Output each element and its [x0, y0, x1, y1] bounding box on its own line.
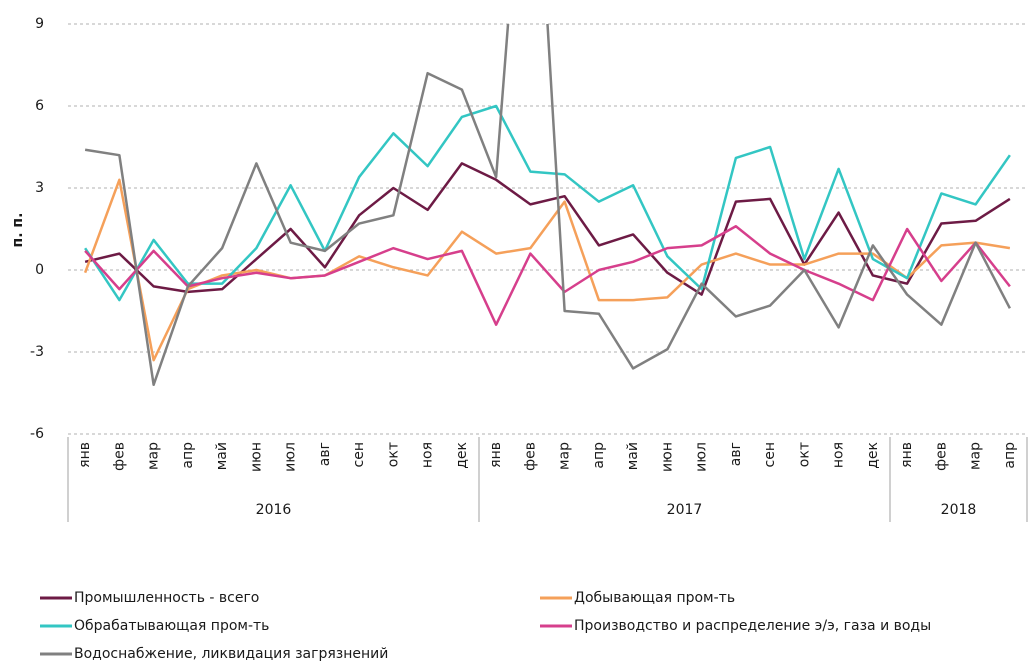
legend-label: Водоснабжение, ликвидация загрязнений	[74, 646, 388, 662]
x-tick-label: апр	[591, 442, 607, 469]
legend-label: Промышленность - всего	[74, 590, 259, 606]
series-line	[84, 225, 1011, 326]
x-tick-label: янв	[899, 442, 915, 468]
x-tick-label: окт	[385, 442, 401, 467]
x-tick-label: ноя	[831, 442, 847, 468]
x-tick-label: апр	[1002, 442, 1018, 469]
x-tick-label: мар	[557, 442, 573, 470]
legend-label: Добывающая пром-ть	[574, 590, 735, 606]
y-tick-label: 3	[35, 180, 44, 196]
y-tick-label: -3	[30, 344, 44, 360]
x-tick-label: сен	[351, 442, 367, 467]
legend-label: Обрабатывающая пром-ть	[74, 618, 269, 634]
y-tick-label: 6	[35, 98, 44, 114]
x-tick-label: окт	[796, 442, 812, 467]
x-tick-label: дек	[454, 442, 470, 469]
y-axis-label: п. п.	[10, 213, 26, 248]
y-tick-label: 9	[35, 16, 44, 32]
x-tick-label: май	[625, 442, 641, 470]
series-line	[83, 178, 1011, 362]
x-tick-label: июл	[283, 442, 299, 472]
x-tick-label: фев	[522, 442, 538, 471]
x-tick-label: янв	[488, 442, 504, 468]
x-tick-label: янв	[77, 442, 93, 468]
series-line	[84, 104, 1011, 302]
x-tick-label: ноя	[420, 442, 436, 468]
legend-label: Производство и распределение э/э, газа и…	[574, 618, 931, 634]
x-tick-label: мар	[968, 442, 984, 470]
x-group-label: 2017	[667, 502, 703, 518]
x-tick-label: авг	[728, 442, 744, 466]
x-tick-label: фев	[111, 442, 127, 471]
x-tick-label: авг	[317, 442, 333, 466]
x-tick-label: июн	[659, 442, 675, 472]
x-tick-label: июн	[248, 442, 264, 472]
x-tick-label: апр	[180, 442, 196, 469]
x-tick-label: июл	[694, 442, 710, 472]
x-tick-label: фев	[933, 442, 949, 471]
y-tick-label: -6	[30, 426, 44, 442]
x-tick-label: дек	[865, 442, 881, 469]
x-group-label: 2018	[941, 502, 977, 518]
x-tick-label: мар	[146, 442, 162, 470]
series-line	[84, 162, 1011, 296]
series-line	[84, 24, 1011, 387]
y-tick-label: 0	[35, 262, 44, 278]
x-group-label: 2016	[256, 502, 292, 518]
x-tick-label: май	[214, 442, 230, 470]
plot-area	[83, 24, 1011, 387]
x-tick-label: сен	[762, 442, 778, 467]
